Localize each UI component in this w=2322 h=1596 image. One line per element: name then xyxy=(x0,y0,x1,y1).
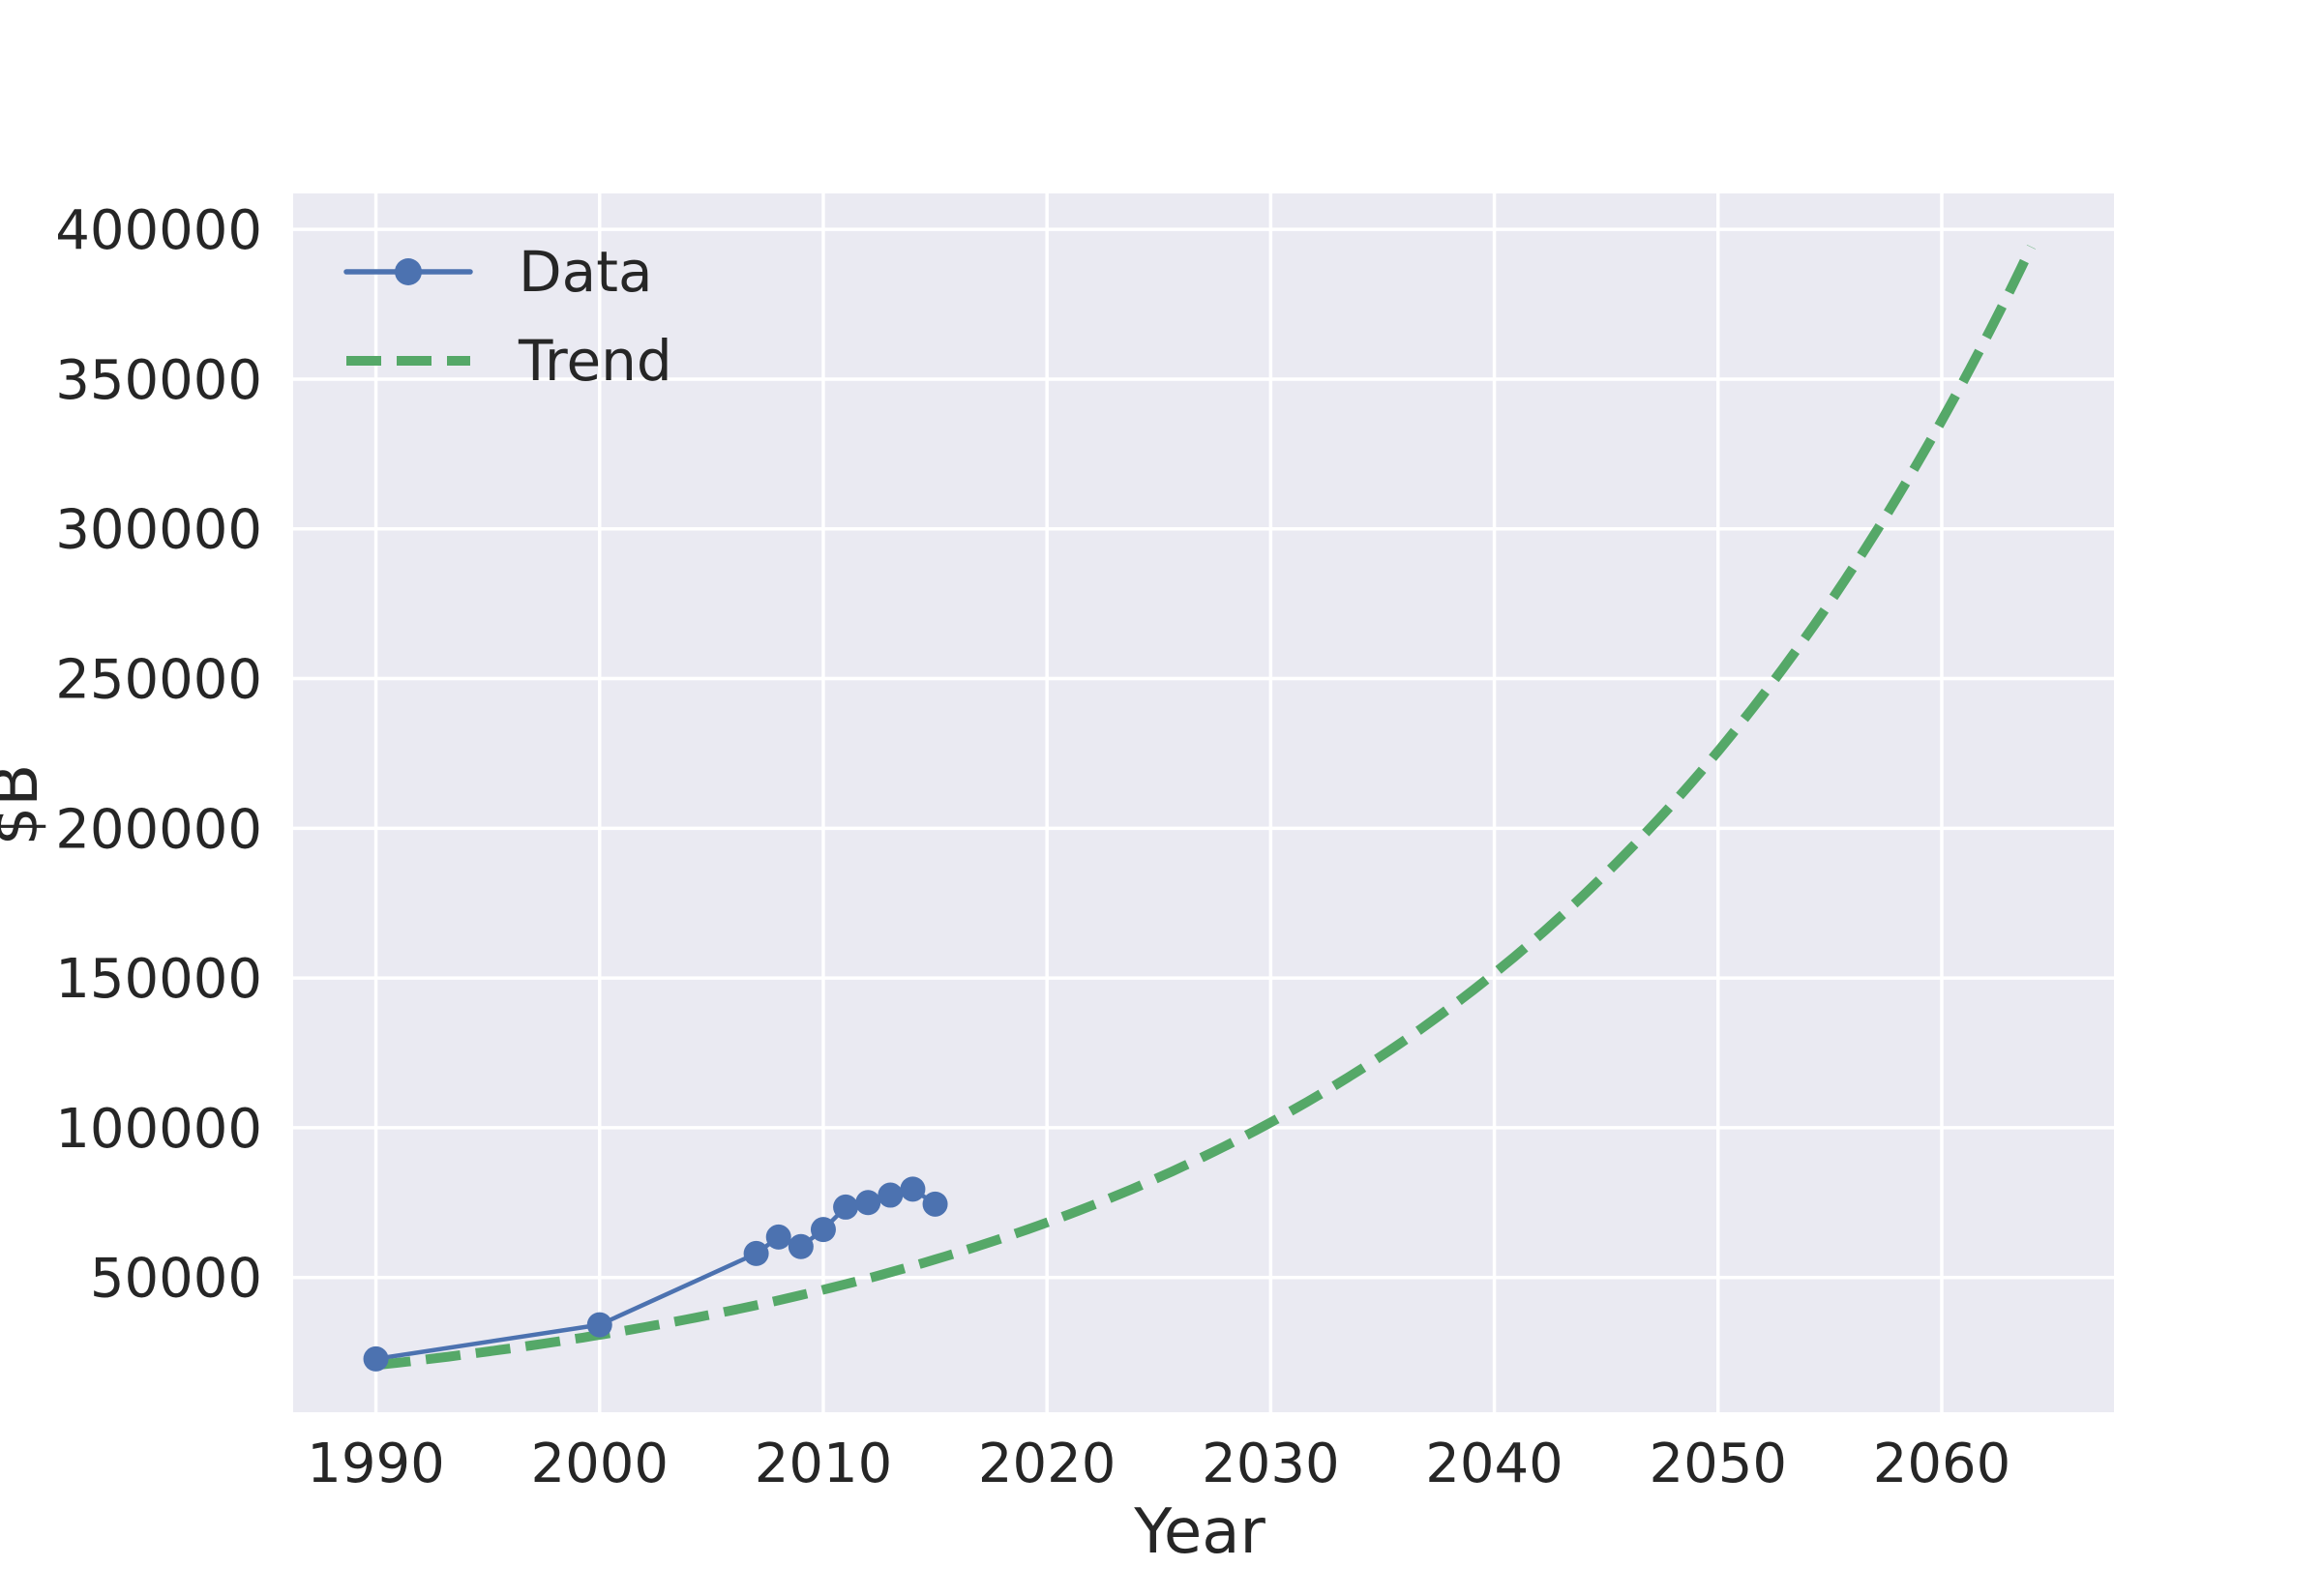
y-tick-label: 200000 xyxy=(55,798,262,861)
plot-background xyxy=(293,193,2114,1412)
legend-data-marker xyxy=(395,258,422,285)
x-tick-label: 2010 xyxy=(755,1433,893,1495)
data-point xyxy=(810,1217,836,1243)
x-tick-label: 2040 xyxy=(1425,1433,1563,1495)
series-layer xyxy=(363,245,2037,1372)
x-tick-label: 2020 xyxy=(978,1433,1116,1495)
y-axis-label: $B xyxy=(0,764,52,846)
legend-data-label: Data xyxy=(519,239,653,305)
data-point xyxy=(922,1191,948,1217)
data-point xyxy=(765,1224,791,1250)
y-tick-label: 50000 xyxy=(90,1248,262,1311)
grid-lines xyxy=(293,193,2114,1412)
tick-labels: 1990 2000 2010 2020 2030 2040 2050 2060 50000 100… xyxy=(55,199,2010,1495)
trend-series-line xyxy=(374,245,2037,1371)
x-axis-label: Year xyxy=(1133,1496,1265,1568)
data-point xyxy=(900,1176,926,1202)
data-point xyxy=(855,1190,881,1216)
y-tick-label: 250000 xyxy=(55,649,262,712)
x-tick-label: 2000 xyxy=(530,1433,669,1495)
x-tick-label: 2060 xyxy=(1873,1433,2011,1495)
data-point xyxy=(788,1233,814,1259)
x-tick-label: 1990 xyxy=(307,1433,445,1495)
y-tick-label: 100000 xyxy=(55,1098,262,1161)
data-point xyxy=(833,1194,859,1220)
data-point xyxy=(586,1312,612,1338)
y-tick-label: 150000 xyxy=(55,948,262,1011)
x-tick-label: 2050 xyxy=(1650,1433,1788,1495)
x-tick-label: 2030 xyxy=(1202,1433,1340,1495)
data-point xyxy=(878,1182,904,1208)
legend: Data Trend xyxy=(343,239,672,394)
data-point xyxy=(363,1345,389,1372)
data-point xyxy=(743,1240,769,1266)
y-tick-label: 300000 xyxy=(55,499,262,562)
legend-trend-label: Trend xyxy=(518,328,672,394)
y-tick-label: 400000 xyxy=(55,199,262,262)
y-tick-label: 350000 xyxy=(55,349,262,412)
